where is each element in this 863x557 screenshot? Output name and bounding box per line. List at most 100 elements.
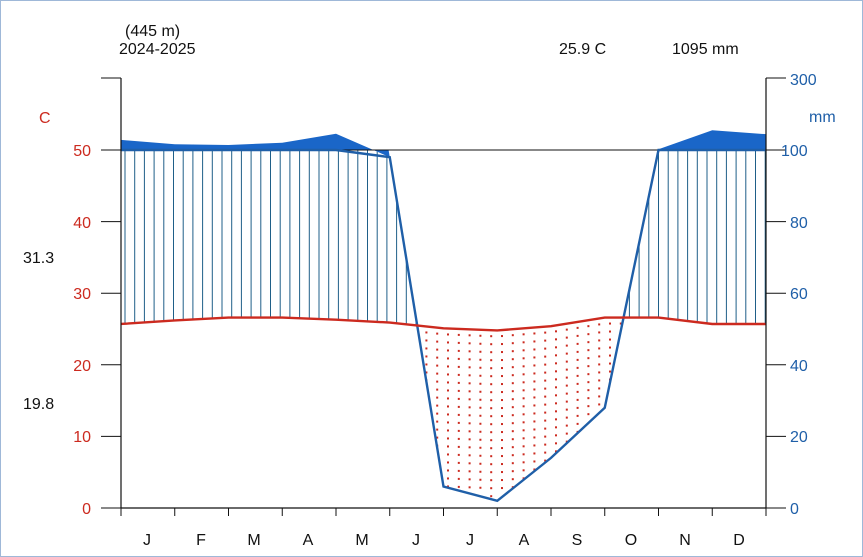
arid-dot [533,356,536,359]
arid-dot [511,422,514,425]
arid-dot [457,413,460,416]
arid-dot [457,429,460,432]
arid-dot [447,445,449,448]
arid-dot [609,362,611,365]
arid-dot [468,446,471,449]
month-label: O [625,532,637,549]
arid-dot [522,397,525,400]
arid-dot [447,413,449,416]
arid-dot [447,341,449,344]
arid-dot [501,479,503,482]
arid-dot [468,470,471,473]
perhumid-area [121,133,390,158]
arid-dot [447,461,449,464]
arid-dot [555,354,557,357]
elevation-label: (445 m) [125,23,180,40]
arid-dot [447,373,449,376]
arid-dot [457,485,460,488]
arid-dot [457,381,460,384]
arid-dot [533,372,536,375]
arid-dot [511,382,514,385]
arid-dot [490,463,493,466]
arid-dot [490,415,493,418]
axes [101,77,786,516]
arid-dot [522,381,525,384]
arid-dot [511,374,514,377]
arid-dot [490,399,493,402]
arid-dot [457,453,460,456]
arid-dot [533,444,536,447]
arid-dot [501,455,503,458]
arid-dot [544,395,547,398]
arid-dot [479,462,482,465]
arid-dot [457,349,460,352]
arid-dot [457,365,460,368]
arid-dot [555,450,557,453]
month-label: M [355,532,368,549]
arid-dot [457,437,460,440]
arid-dot [490,383,493,386]
arid-dot [447,485,449,488]
arid-dots [425,322,622,498]
arid-dot [587,357,590,360]
arid-dot [598,339,601,342]
arid-dot [511,446,514,449]
arid-dot [468,366,471,369]
arid-dot [468,478,471,481]
arid-dot [565,328,568,331]
arid-dot [533,428,536,431]
arid-dot [490,359,493,362]
arid-dot [436,332,439,335]
arid-dot [576,414,579,417]
arid-dot [533,388,536,391]
arid-dot [457,461,460,464]
arid-dot [511,390,514,393]
arid-dot [436,412,439,415]
arid-dot [522,389,525,392]
arid-dot [457,389,460,392]
arid-dot [544,339,547,342]
arid-dot [479,382,482,385]
arid-dot [533,364,536,367]
arid-dot [522,349,525,352]
arid-dot [576,374,579,377]
arid-dot [468,334,471,337]
arid-dot [587,373,590,376]
arid-dot [436,340,439,343]
arid-dot [447,429,449,432]
arid-dot [555,402,557,405]
arid-dot [447,381,449,384]
arid-dot [490,487,493,490]
arid-dot [522,341,525,344]
arid-dot [533,348,536,351]
arid-dot [447,421,449,424]
arid-dot [436,356,439,359]
arid-dot [468,438,471,441]
arid-dot [544,355,547,358]
arid-dot [479,358,482,361]
arid-dot [479,430,482,433]
arid-dot [468,382,471,385]
arid-dot [587,381,590,384]
arid-dot [490,375,493,378]
arid-dot [479,422,482,425]
arid-dot [501,439,503,442]
arid-dot [490,391,493,394]
arid-dot [501,423,503,426]
arid-dot [501,343,503,346]
arid-dot [609,370,611,373]
arid-dot [522,421,525,424]
arid-dot [511,430,514,433]
arid-dot [447,333,449,336]
arid-dot [587,405,590,408]
arid-dot [479,414,482,417]
arid-dot [511,438,514,441]
month-label: N [679,532,691,549]
arid-dot [576,326,579,329]
total-precipitation-label: 1095 mm [672,41,739,58]
arid-dot [533,340,536,343]
arid-dot [565,416,568,419]
arid-dot [598,379,601,382]
arid-dot [598,387,601,390]
arid-dot [587,389,590,392]
